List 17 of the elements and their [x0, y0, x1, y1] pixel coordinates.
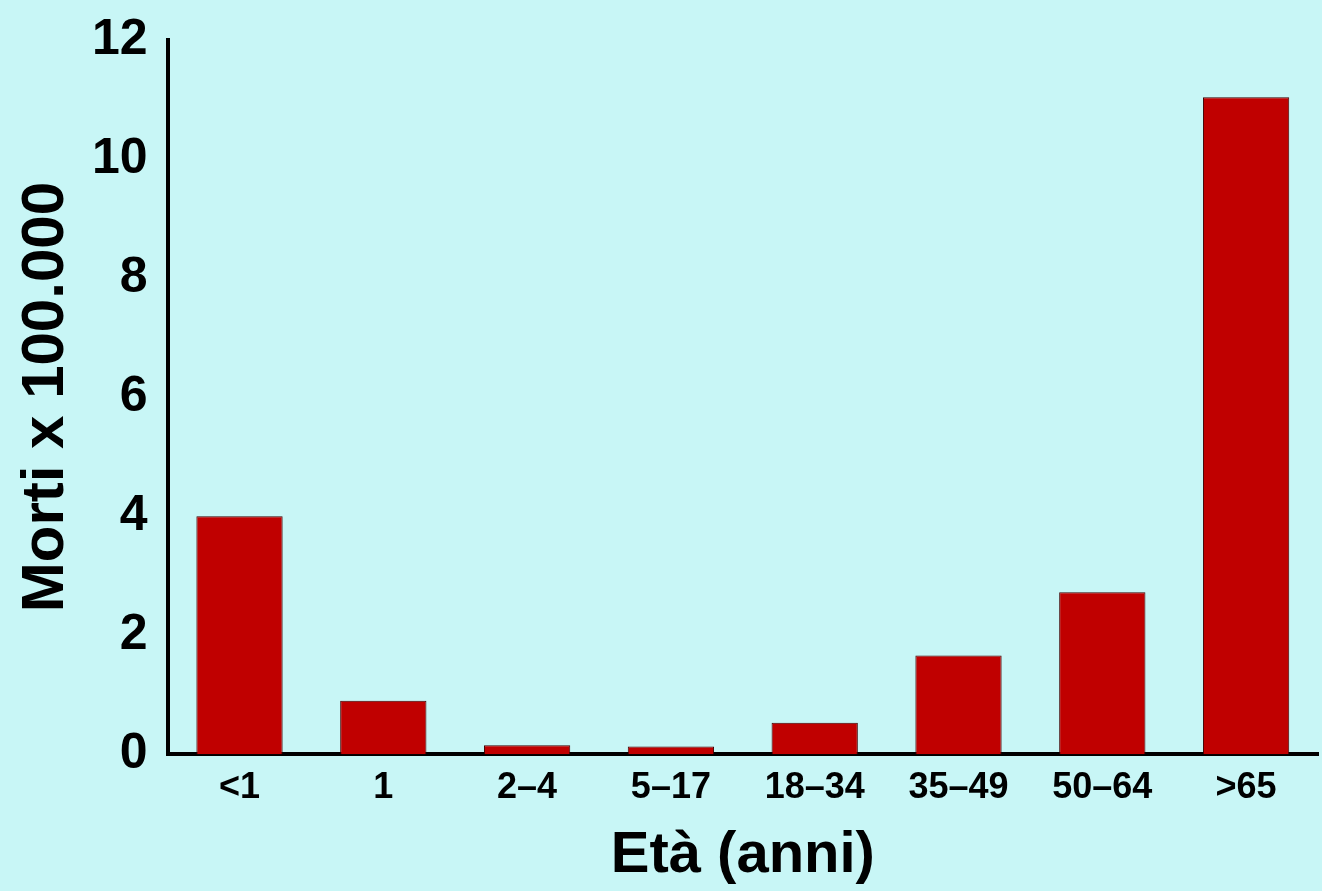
x-tick-label: 5–17 [630, 764, 711, 806]
y-tick-label: 6 [119, 365, 148, 422]
y-tick-label: 10 [91, 127, 148, 184]
x-tick-label: >65 [1215, 764, 1277, 806]
x-tick-label: 2–4 [497, 764, 558, 806]
x-tick-label: 35–49 [908, 764, 1009, 806]
y-axis-title: Morti x 100.000 [8, 181, 76, 613]
y-tick-label: 12 [91, 8, 148, 65]
x-axis-title: Età (anni) [610, 819, 875, 885]
x-tick-label: 50–64 [1052, 764, 1153, 806]
y-tick-label: 0 [119, 722, 148, 779]
x-tick-label: <1 [218, 764, 261, 806]
x-tick-label: 1 [373, 764, 394, 806]
y-tick-label: 4 [119, 484, 148, 541]
x-tick-label: 18–34 [764, 764, 865, 806]
y-tick-label: 8 [119, 246, 148, 303]
y-tick-label: 2 [119, 603, 148, 660]
